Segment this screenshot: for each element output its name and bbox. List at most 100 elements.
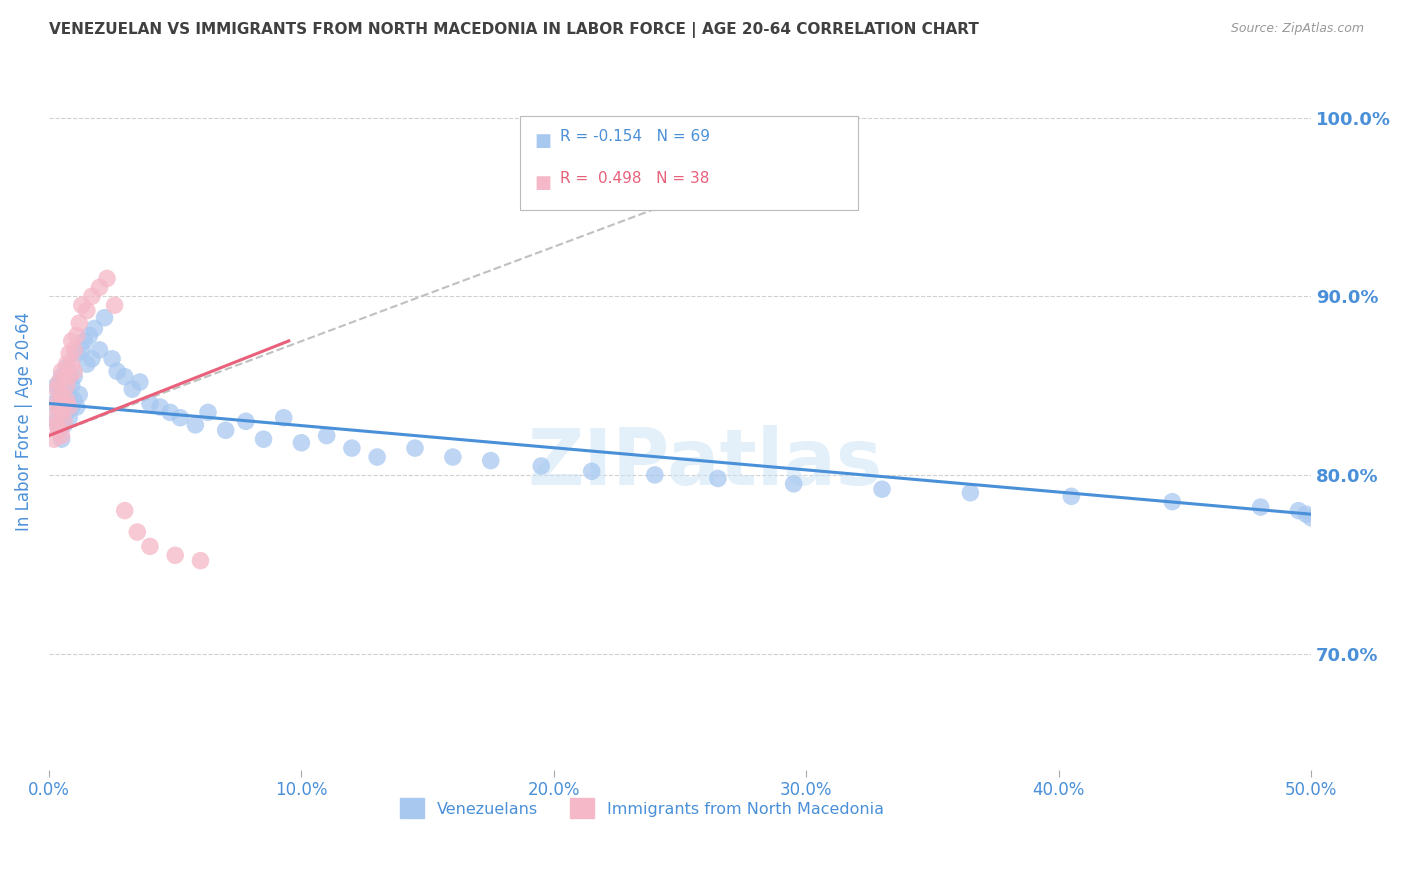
Point — [169, 410, 191, 425]
Point — [340, 441, 363, 455]
Point — [114, 503, 136, 517]
Point — [159, 405, 181, 419]
Point — [53, 396, 76, 410]
Point — [48, 405, 70, 419]
Point — [51, 387, 73, 401]
Point — [83, 321, 105, 335]
Point — [76, 303, 98, 318]
Point — [79, 328, 101, 343]
Point — [127, 524, 149, 539]
Point — [60, 357, 83, 371]
Text: ■: ■ — [534, 132, 551, 150]
Point — [67, 316, 90, 330]
Point — [1161, 494, 1184, 508]
Point — [1250, 500, 1272, 514]
Point — [48, 423, 70, 437]
Point — [42, 410, 65, 425]
Point — [366, 450, 388, 464]
Point — [53, 417, 76, 432]
Point — [58, 389, 80, 403]
Point — [197, 405, 219, 419]
Y-axis label: In Labor Force | Age 20-64: In Labor Force | Age 20-64 — [15, 311, 32, 531]
Point — [644, 467, 666, 482]
Point — [63, 343, 86, 357]
Point — [45, 396, 67, 410]
Point — [235, 414, 257, 428]
Point — [290, 435, 312, 450]
Point — [139, 540, 162, 554]
Point — [273, 410, 295, 425]
Point — [1301, 510, 1323, 524]
Point — [51, 405, 73, 419]
Point — [105, 364, 128, 378]
Point — [70, 343, 93, 357]
Point — [51, 369, 73, 384]
Point — [959, 485, 981, 500]
Point — [870, 482, 893, 496]
Point — [66, 328, 89, 343]
Point — [80, 351, 103, 366]
Point — [70, 298, 93, 312]
Point — [1060, 489, 1083, 503]
Point — [48, 400, 70, 414]
Point — [51, 428, 73, 442]
Point — [51, 432, 73, 446]
Point — [530, 458, 553, 473]
Point — [53, 369, 76, 384]
Text: ■: ■ — [534, 174, 551, 192]
Point — [45, 382, 67, 396]
Point — [45, 414, 67, 428]
Point — [55, 392, 77, 407]
Point — [165, 549, 187, 563]
Point — [89, 280, 111, 294]
Point — [184, 417, 207, 432]
Point — [55, 382, 77, 396]
Point — [53, 414, 76, 428]
Point — [1288, 503, 1310, 517]
Point — [55, 357, 77, 371]
Point — [252, 432, 274, 446]
Point — [315, 428, 337, 442]
Point — [58, 369, 80, 384]
Point — [63, 392, 86, 407]
Point — [53, 375, 76, 389]
Point — [51, 387, 73, 401]
Point — [63, 364, 86, 378]
Point — [441, 450, 464, 464]
Point — [60, 400, 83, 414]
Point — [104, 298, 127, 312]
Point — [58, 410, 80, 425]
Text: VENEZUELAN VS IMMIGRANTS FROM NORTH MACEDONIA IN LABOR FORCE | AGE 20-64 CORRELA: VENEZUELAN VS IMMIGRANTS FROM NORTH MACE… — [49, 22, 979, 38]
Point — [60, 378, 83, 392]
Text: R =  0.498   N = 38: R = 0.498 N = 38 — [560, 171, 709, 186]
Point — [51, 364, 73, 378]
Point — [96, 271, 118, 285]
Point — [128, 375, 150, 389]
Point — [149, 400, 172, 414]
Text: Source: ZipAtlas.com: Source: ZipAtlas.com — [1230, 22, 1364, 36]
Point — [48, 375, 70, 389]
Legend: Venezuelans, Immigrants from North Macedonia: Venezuelans, Immigrants from North Maced… — [394, 792, 890, 824]
Point — [479, 453, 502, 467]
Point — [53, 396, 76, 410]
Point — [63, 369, 86, 384]
Point — [114, 369, 136, 384]
Point — [73, 334, 96, 348]
Point — [190, 554, 212, 568]
Point — [76, 357, 98, 371]
Point — [55, 378, 77, 392]
Text: ZIPatlas: ZIPatlas — [527, 425, 883, 501]
Point — [51, 405, 73, 419]
Point — [215, 423, 238, 437]
Point — [55, 360, 77, 375]
Point — [139, 396, 162, 410]
Point — [45, 378, 67, 392]
Point — [58, 346, 80, 360]
Point — [89, 343, 111, 357]
Point — [121, 382, 143, 396]
Point — [93, 310, 115, 325]
Point — [55, 405, 77, 419]
Point — [48, 387, 70, 401]
Point — [101, 351, 124, 366]
Text: R = -0.154   N = 69: R = -0.154 N = 69 — [560, 129, 710, 145]
